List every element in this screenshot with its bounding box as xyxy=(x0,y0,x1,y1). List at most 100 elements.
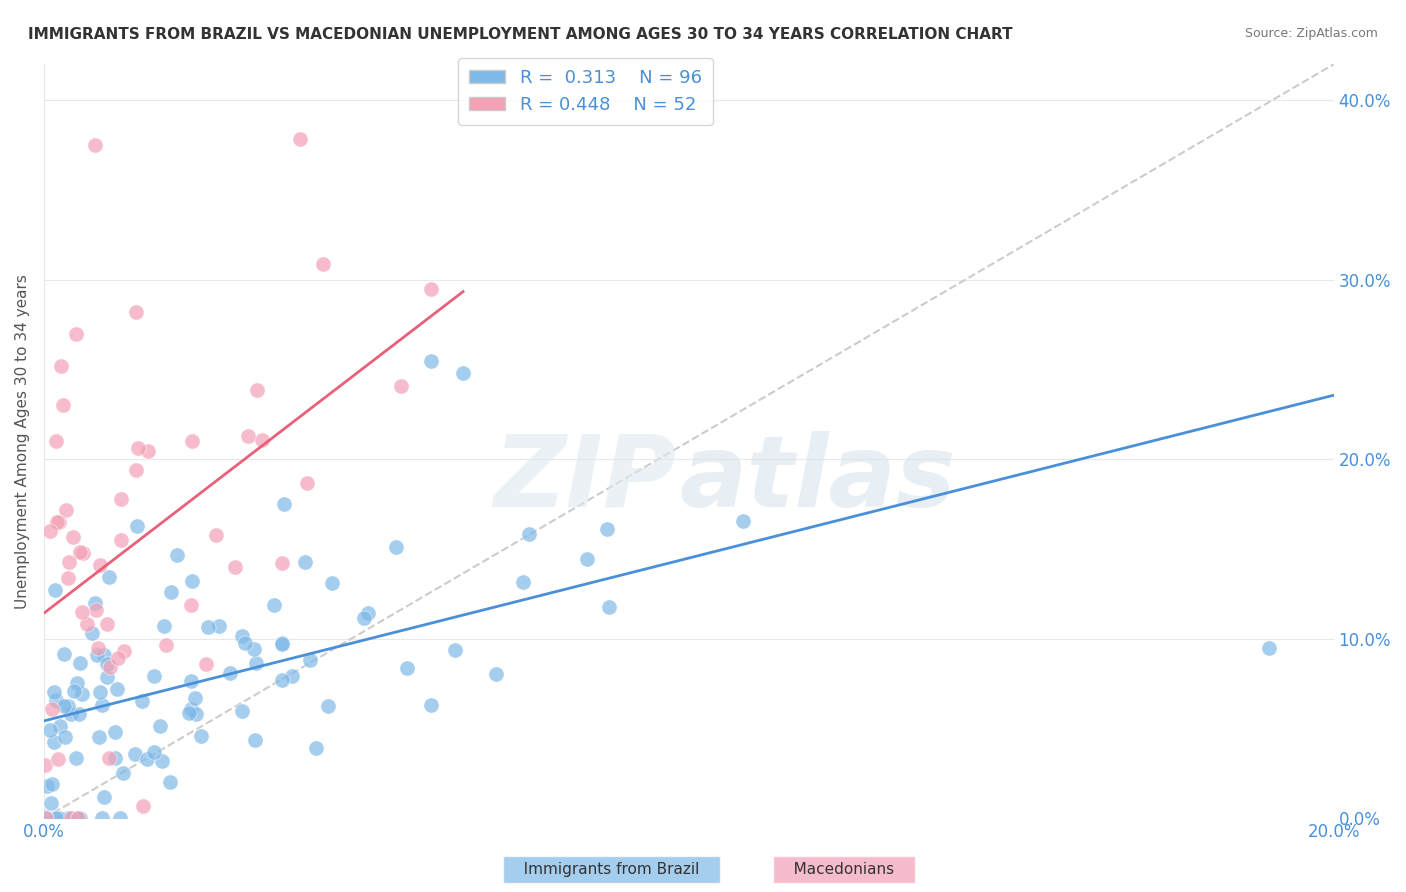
Point xyxy=(125,463,148,477)
Point xyxy=(100,659,122,673)
Point xyxy=(104,750,127,764)
Point xyxy=(49,719,72,733)
Point xyxy=(186,707,208,722)
Point xyxy=(181,434,204,448)
Point xyxy=(183,691,205,706)
Y-axis label: Unemployment Among Ages 30 to 34 years: Unemployment Among Ages 30 to 34 years xyxy=(15,274,30,609)
Point xyxy=(160,585,183,599)
Point xyxy=(132,799,155,814)
Point xyxy=(69,812,91,826)
Point xyxy=(48,812,70,826)
Point xyxy=(205,528,228,542)
Point xyxy=(86,603,108,617)
Point xyxy=(107,650,129,665)
Point xyxy=(190,729,212,743)
Point xyxy=(598,600,620,615)
Text: Immigrants from Brazil: Immigrants from Brazil xyxy=(509,863,714,877)
Point xyxy=(60,707,83,722)
Point xyxy=(84,138,107,153)
Point xyxy=(389,379,412,393)
Point xyxy=(517,527,540,541)
Point xyxy=(419,282,441,296)
Point xyxy=(46,752,69,766)
Point xyxy=(107,682,129,697)
Point xyxy=(177,706,200,720)
Point xyxy=(66,812,89,826)
Point xyxy=(52,399,75,413)
Point xyxy=(45,693,67,707)
Point xyxy=(44,684,66,698)
Point xyxy=(236,428,259,442)
Point xyxy=(243,732,266,747)
Point xyxy=(59,812,82,826)
Point xyxy=(299,653,322,667)
Point xyxy=(153,618,176,632)
Point xyxy=(181,574,204,589)
Point xyxy=(384,541,406,555)
Point xyxy=(270,673,292,687)
Point xyxy=(42,735,65,749)
Point xyxy=(63,684,86,698)
Text: ZIP: ZIP xyxy=(494,431,678,527)
Point xyxy=(166,549,188,563)
Point xyxy=(65,675,87,690)
Point xyxy=(246,383,269,397)
Point xyxy=(87,641,110,656)
Point xyxy=(395,661,418,675)
Point xyxy=(321,575,343,590)
Point xyxy=(155,638,177,652)
Point xyxy=(52,699,75,714)
Point xyxy=(305,740,328,755)
Point xyxy=(294,555,316,569)
Point xyxy=(110,492,132,507)
Point xyxy=(149,719,172,733)
Point xyxy=(89,558,111,573)
Point xyxy=(97,569,120,583)
Text: IMMIGRANTS FROM BRAZIL VS MACEDONIAN UNEMPLOYMENT AMONG AGES 30 TO 34 YEARS CORR: IMMIGRANTS FROM BRAZIL VS MACEDONIAN UNE… xyxy=(28,27,1012,42)
Point xyxy=(135,752,157,766)
Point xyxy=(731,514,754,528)
Point xyxy=(89,685,111,699)
Point xyxy=(53,730,76,744)
Point xyxy=(1258,640,1281,655)
Point xyxy=(576,551,599,566)
Point xyxy=(49,359,72,374)
Point xyxy=(108,812,131,826)
Point xyxy=(56,812,79,826)
Point xyxy=(62,530,84,544)
Point xyxy=(142,745,165,759)
Point xyxy=(281,669,304,683)
Point xyxy=(67,812,90,826)
Point xyxy=(69,545,91,559)
Point xyxy=(295,476,318,491)
Point xyxy=(124,747,146,761)
Point xyxy=(127,441,149,455)
Point xyxy=(34,758,56,772)
Point xyxy=(131,694,153,708)
Point xyxy=(312,257,335,271)
Point xyxy=(218,665,240,680)
Point xyxy=(34,810,56,824)
Point xyxy=(38,723,60,737)
Point xyxy=(243,641,266,656)
Point xyxy=(245,657,267,671)
Point xyxy=(98,751,121,765)
Point xyxy=(318,698,340,713)
Point xyxy=(53,647,76,661)
Point xyxy=(250,433,273,447)
Point xyxy=(58,555,80,569)
Point xyxy=(180,598,202,612)
Point xyxy=(41,777,63,791)
Point xyxy=(91,812,114,826)
Point xyxy=(208,619,231,633)
Point xyxy=(512,575,534,590)
Point xyxy=(45,812,67,826)
Point xyxy=(150,754,173,768)
Point xyxy=(444,643,467,657)
Point xyxy=(82,626,104,640)
Point xyxy=(48,515,70,529)
Point xyxy=(271,556,294,570)
Legend: R =  0.313    N = 96, R = 0.448    N = 52: R = 0.313 N = 96, R = 0.448 N = 52 xyxy=(458,58,713,125)
Point xyxy=(451,366,474,380)
Point xyxy=(273,497,295,511)
